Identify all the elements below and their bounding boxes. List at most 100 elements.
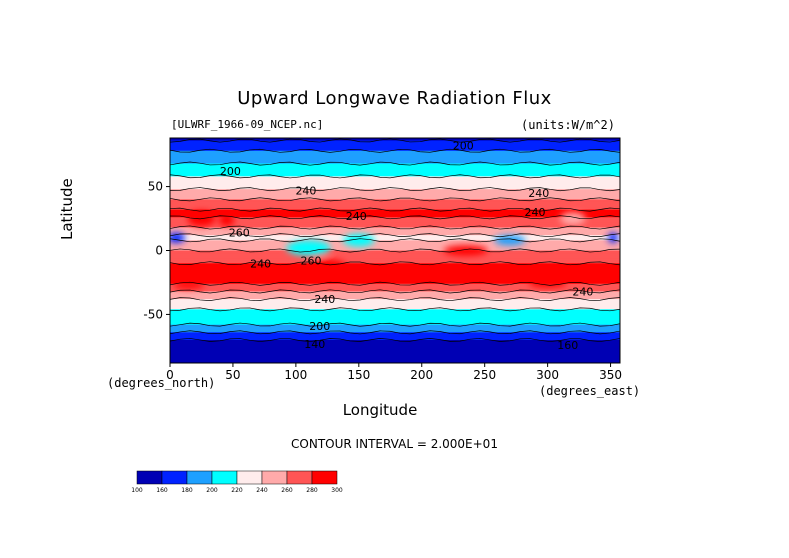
flux-band (170, 322, 620, 326)
contour-label: 240 (525, 206, 546, 219)
colorbar-label: 280 (306, 487, 318, 494)
colorbar-label: 200 (206, 487, 218, 494)
flux-band (170, 260, 620, 264)
flux-band (170, 155, 620, 160)
flux-anomaly (219, 213, 235, 227)
flux-band (170, 163, 620, 167)
colorbar-label: 220 (231, 487, 243, 494)
flux-band (170, 222, 620, 226)
flux-band (170, 273, 620, 277)
flux-band (170, 329, 620, 333)
contour-line (170, 322, 620, 327)
colorbar-swatch (211, 470, 238, 485)
contour-line (170, 338, 620, 342)
flux-band (170, 299, 620, 303)
flux-band (170, 263, 620, 267)
contour-line (170, 281, 620, 286)
contour-label: 260 (229, 227, 250, 240)
contour-line (170, 261, 620, 266)
flux-band (170, 178, 620, 183)
flux-band (170, 352, 620, 356)
colorbar-label: 260 (281, 487, 293, 494)
flux-band (170, 171, 620, 175)
colorbar-label: 300 (331, 487, 343, 494)
contour-line (170, 207, 620, 212)
flux-band (170, 314, 620, 318)
flux-band (170, 334, 620, 339)
contour-line (170, 297, 620, 302)
x-tick-label: 50 (225, 368, 240, 382)
flux-band (170, 301, 620, 305)
flux-band (170, 253, 620, 257)
flux-band (170, 247, 620, 252)
chart-title: Upward Longwave Radiation Flux (237, 88, 552, 109)
x-tick-label: 0 (166, 368, 174, 382)
x-tick-label: 300 (536, 368, 559, 382)
contour-label: 200 (453, 140, 474, 153)
flux-band (170, 184, 620, 188)
contour-line (170, 148, 620, 153)
x-tick-label: 100 (284, 368, 307, 382)
flux-band (170, 281, 620, 285)
flux-band (170, 296, 620, 300)
flux-band (170, 283, 620, 287)
colorbar-label: 240 (256, 487, 268, 494)
y-axis-label: Latitude (58, 178, 76, 240)
colorbar-swatch (311, 470, 338, 485)
x-units-note: (degrees_east) (539, 384, 641, 398)
colorbar-swatch (161, 470, 188, 485)
contour-label: 240 (346, 210, 367, 223)
flux-band (170, 181, 620, 185)
contour-lines (170, 138, 620, 342)
flux-band (170, 240, 620, 244)
contour-label: 240 (528, 187, 549, 200)
flux-anomaly (560, 212, 586, 225)
contour-label: 200 (309, 320, 330, 333)
contour-line (170, 248, 620, 253)
colorbar-label: 160 (156, 487, 168, 494)
y-units-note: (degrees_north) (107, 376, 216, 390)
flux-band (170, 161, 620, 165)
flux-band (170, 168, 620, 172)
flux-band (170, 293, 620, 298)
contour-label: 240 (572, 285, 593, 298)
flux-band (170, 291, 620, 295)
plot-area: 200 200 240 240 240 240 260 240 260 240 240 200 140 1… (170, 138, 620, 363)
x-tick-label: 200 (410, 368, 433, 382)
flux-band (170, 347, 620, 351)
flux-anomaly (286, 240, 331, 256)
flux-band (170, 153, 620, 157)
flux-band (170, 207, 620, 211)
flux-band (170, 304, 620, 308)
flux-band (170, 327, 620, 331)
flux-band (170, 242, 620, 246)
flux-band (170, 255, 620, 259)
flux-band (170, 212, 620, 216)
flux-band (170, 350, 620, 354)
colorbar-swatch (136, 470, 163, 485)
flux-anomaly (528, 277, 567, 288)
flux-band (170, 230, 620, 234)
contour-label: 260 (300, 255, 321, 268)
contour-label: 140 (304, 338, 325, 351)
flux-band (170, 235, 620, 239)
flux-band (170, 276, 620, 280)
x-tick-label: 250 (473, 368, 496, 382)
colorbar-swatch (261, 470, 288, 485)
flux-band (170, 245, 620, 249)
flux-band (170, 288, 620, 293)
flux-band (170, 150, 620, 154)
flux-band (170, 214, 620, 218)
flux-band (170, 265, 620, 269)
y-tick-label: 50 (148, 180, 163, 194)
colorbar-swatch (236, 470, 263, 485)
contour-label: 200 (220, 165, 241, 178)
contour-label: 240 (250, 257, 271, 270)
x-axis-label: Longitude (342, 401, 418, 419)
flux-band (170, 324, 620, 328)
flux-band (170, 286, 620, 290)
contour-line (170, 289, 620, 294)
flux-band (170, 191, 620, 195)
flux-band (170, 196, 620, 200)
